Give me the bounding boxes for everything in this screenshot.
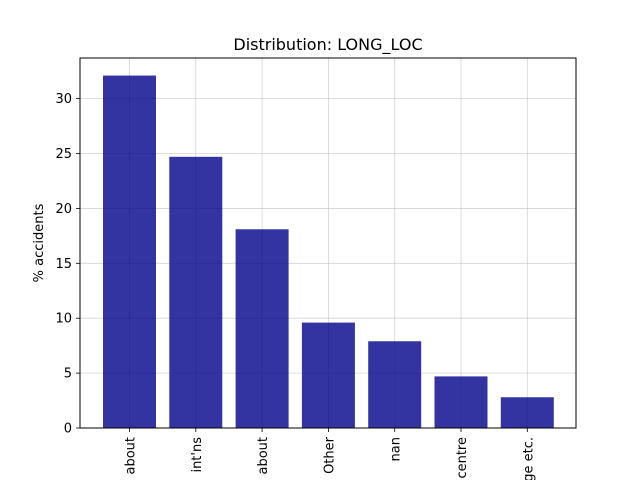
bar (434, 376, 488, 428)
y-tick-label: 15 (55, 257, 72, 272)
y-tick-label: 25 (55, 147, 72, 162)
x-tick-label: ge etc. (521, 437, 536, 480)
x-tick-label: nan (389, 437, 404, 461)
x-tick-label: about (124, 437, 139, 475)
y-tick-label: 5 (64, 367, 72, 382)
y-tick-label: 30 (55, 92, 72, 107)
x-axis: about int'ns about Other nan centre ge etc. (124, 428, 536, 480)
y-tick-label: 20 (55, 202, 72, 217)
bar (368, 341, 422, 428)
bars (103, 75, 554, 428)
x-tick-label: about (256, 437, 271, 475)
bar (235, 229, 289, 428)
x-tick-label: int'ns (190, 437, 205, 473)
y-tick-label: 0 (64, 422, 72, 437)
y-tick-label: 10 (55, 312, 72, 327)
y-axis-label: % accidents (32, 203, 47, 282)
bar (500, 397, 554, 428)
bar (103, 75, 156, 428)
y-axis: 0 5 10 15 20 25 30 (55, 92, 80, 437)
bar (169, 156, 223, 428)
x-tick-label: Other (322, 436, 337, 474)
bar (301, 322, 355, 428)
x-tick-label: centre (455, 437, 470, 479)
grid-lines (80, 58, 576, 429)
chart-title: Distribution: LONG_LOC (233, 35, 422, 55)
